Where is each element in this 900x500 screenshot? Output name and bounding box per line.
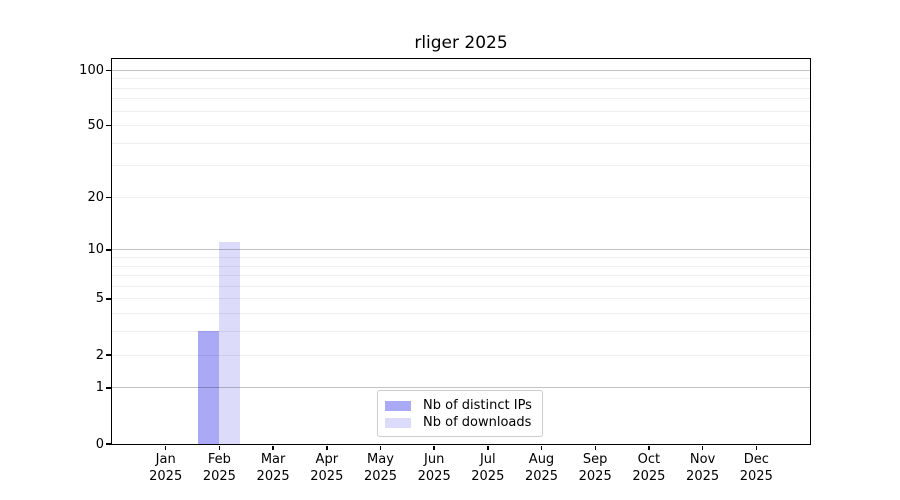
minor-gridline (111, 78, 810, 80)
major-gridline (111, 387, 810, 389)
x-tick-mark (164, 445, 167, 450)
x-tick-year: 2025 (739, 468, 773, 484)
x-tick-month: Sep (582, 452, 608, 467)
minor-gridline (111, 257, 810, 258)
x-tick-month: Nov (689, 452, 716, 467)
x-tick-mark (540, 445, 543, 450)
x-axis-tick-label: May 2025 (349, 452, 413, 485)
minor-gridline (111, 331, 810, 333)
x-tick-year: 2025 (256, 468, 290, 484)
x-axis-tick-label: Aug 2025 (510, 452, 574, 485)
y-tick-mark (105, 69, 111, 71)
x-tick-month: Dec (743, 452, 769, 467)
y-axis-tick-label: 50 (87, 118, 104, 134)
x-tick-mark (701, 445, 704, 450)
y-axis-tick-label: 0 (95, 436, 104, 452)
x-tick-mark (218, 445, 221, 450)
y-axis-tick-label: 1 (95, 380, 104, 396)
x-tick-mark (648, 445, 650, 450)
chart-title: rliger 2025 (414, 33, 508, 53)
y-tick-mark (105, 387, 111, 389)
minor-gridline (111, 125, 810, 127)
minor-gridline (111, 165, 810, 167)
y-tick-mark (105, 124, 111, 127)
minor-gridline (111, 298, 810, 300)
x-axis-tick-label: Nov 2025 (671, 452, 735, 485)
x-tick-year: 2025 (578, 468, 612, 484)
legend: Nb of distinct IPs Nb of downloads (377, 390, 543, 437)
x-tick-mark (755, 445, 758, 450)
x-tick-year: 2025 (686, 468, 720, 484)
x-tick-mark (379, 445, 382, 450)
minor-gridline (111, 87, 810, 89)
x-tick-mark (594, 445, 596, 450)
bar-downloads-Feb (218, 242, 240, 444)
y-axis-tick-label: 10 (87, 242, 104, 258)
minor-gridline (111, 275, 810, 277)
bar-distinct-ips-Feb (197, 331, 219, 444)
x-axis-tick-label: Dec 2025 (724, 452, 788, 485)
x-tick-year: 2025 (310, 468, 344, 484)
legend-item-distinct-ips: Nb of distinct IPs (385, 398, 534, 413)
x-tick-month: Mar (260, 452, 286, 467)
plot-area (110, 57, 811, 445)
legend-swatch-downloads-icon (385, 417, 411, 428)
y-axis-tick-label: 100 (79, 62, 104, 78)
minor-gridline (111, 196, 810, 198)
x-axis-tick-label: Oct 2025 (617, 452, 681, 485)
x-tick-mark (487, 445, 489, 450)
y-axis-tick-label: 20 (87, 189, 104, 205)
y-tick-mark (105, 196, 111, 199)
x-axis-tick-label: Apr 2025 (295, 452, 359, 485)
x-tick-month: Oct (637, 452, 661, 467)
y-axis-tick-label: 5 (95, 291, 104, 307)
x-tick-month: Feb (207, 452, 231, 467)
x-tick-month: May (367, 452, 394, 467)
x-axis-tick-label: Jun 2025 (402, 452, 466, 485)
minor-gridline (111, 110, 810, 112)
major-gridline (111, 249, 810, 251)
legend-item-downloads: Nb of downloads (385, 415, 534, 430)
x-tick-month: Jul (479, 452, 496, 467)
legend-swatch-distinct-ips-icon (385, 400, 411, 411)
x-axis-tick-label: Sep 2025 (563, 452, 627, 485)
x-tick-month: Aug (528, 452, 555, 467)
x-tick-month: Apr (315, 452, 339, 467)
y-axis-tick-label: 2 (95, 347, 104, 363)
minor-gridline (111, 354, 810, 356)
legend-label-downloads: Nb of downloads (423, 415, 532, 430)
x-tick-year: 2025 (471, 468, 505, 484)
x-axis-tick-label: Feb 2025 (187, 452, 251, 485)
x-tick-year: 2025 (363, 468, 398, 484)
minor-gridline (111, 313, 810, 315)
minor-gridline (111, 142, 810, 144)
minor-gridline (111, 285, 810, 287)
x-tick-month: Jan (155, 452, 176, 467)
y-tick-mark (105, 298, 111, 300)
x-tick-year: 2025 (202, 468, 236, 484)
x-axis-tick-label: Jul 2025 (456, 452, 520, 485)
x-tick-mark (433, 445, 435, 450)
minor-gridline (111, 98, 810, 100)
x-tick-year: 2025 (417, 468, 451, 484)
x-axis-tick-label: Mar 2025 (241, 452, 305, 485)
x-tick-mark (326, 445, 328, 450)
y-tick-mark (105, 443, 111, 445)
y-tick-mark (105, 249, 111, 251)
legend-label-distinct-ips: Nb of distinct IPs (423, 398, 532, 413)
x-tick-month: Jun (424, 452, 445, 467)
y-tick-mark (105, 354, 111, 356)
major-gridline (111, 69, 810, 71)
x-tick-year: 2025 (149, 468, 183, 484)
x-axis-tick-label: Jan 2025 (134, 452, 198, 485)
minor-gridline (111, 265, 810, 267)
x-tick-year: 2025 (524, 468, 559, 484)
x-tick-year: 2025 (632, 468, 666, 484)
x-tick-mark (272, 445, 274, 450)
